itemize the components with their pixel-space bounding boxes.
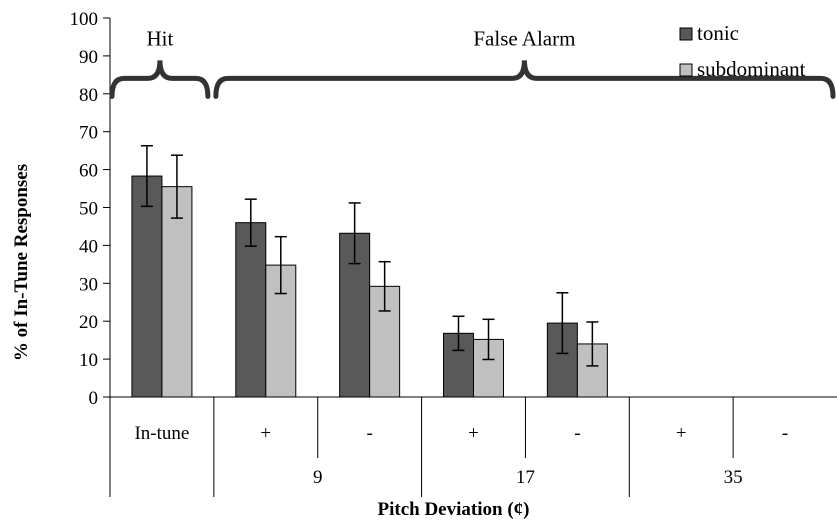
y-tick-label: 30 bbox=[79, 274, 98, 295]
x-category-label: - bbox=[782, 423, 788, 444]
x-axis-label: Pitch Deviation (¢) bbox=[378, 499, 530, 520]
y-tick-label: 10 bbox=[79, 350, 98, 371]
y-tick-label: 20 bbox=[79, 312, 98, 333]
bar-tonic bbox=[443, 332, 474, 398]
y-tick-label: 60 bbox=[79, 161, 98, 182]
bracket-label: Hit bbox=[147, 26, 174, 50]
legend-label-subdominant: subdominant bbox=[697, 57, 806, 81]
x-category-label: In-tune bbox=[134, 423, 189, 444]
y-tick-label: 50 bbox=[79, 199, 98, 220]
x-group-label: 17 bbox=[516, 467, 535, 488]
bar-tonic bbox=[235, 222, 267, 398]
y-axis-label: % of In-Tune Responses bbox=[11, 164, 32, 361]
y-tick-label: 70 bbox=[79, 123, 98, 144]
bars bbox=[131, 175, 608, 398]
legend: tonic subdominant bbox=[679, 21, 806, 81]
brace bbox=[109, 60, 211, 99]
x-group-label: 9 bbox=[313, 467, 323, 488]
y-tick-label: 40 bbox=[79, 236, 98, 257]
bar-tonic bbox=[131, 175, 163, 398]
brace bbox=[213, 60, 836, 99]
legend-swatch-subdominant bbox=[679, 63, 693, 77]
y-tick-label: 90 bbox=[79, 47, 98, 68]
x-category-label: + bbox=[260, 423, 271, 444]
y-tick-label: 80 bbox=[79, 85, 98, 106]
legend-swatch-tonic bbox=[679, 27, 693, 41]
bracket-label: False Alarm bbox=[473, 26, 575, 50]
y-tick-label: 0 bbox=[89, 388, 99, 409]
x-category-label: - bbox=[366, 423, 372, 444]
bar-subdominant bbox=[369, 285, 401, 398]
x-axis-categories: In-tune + - + - + - 9 17 35 bbox=[109, 397, 788, 497]
x-category-label: - bbox=[574, 423, 580, 444]
x-category-label: + bbox=[468, 423, 479, 444]
brackets: Hit False Alarm bbox=[109, 26, 836, 99]
error-bars bbox=[140, 144, 599, 367]
bar-subdominant bbox=[161, 186, 193, 398]
y-axis-ticks: 0 10 20 30 40 50 60 70 80 90 100 bbox=[70, 9, 110, 409]
y-tick-label: 100 bbox=[70, 9, 99, 30]
legend-label-tonic: tonic bbox=[697, 21, 739, 45]
x-group-label: 35 bbox=[724, 467, 743, 488]
x-category-label: + bbox=[676, 423, 687, 444]
